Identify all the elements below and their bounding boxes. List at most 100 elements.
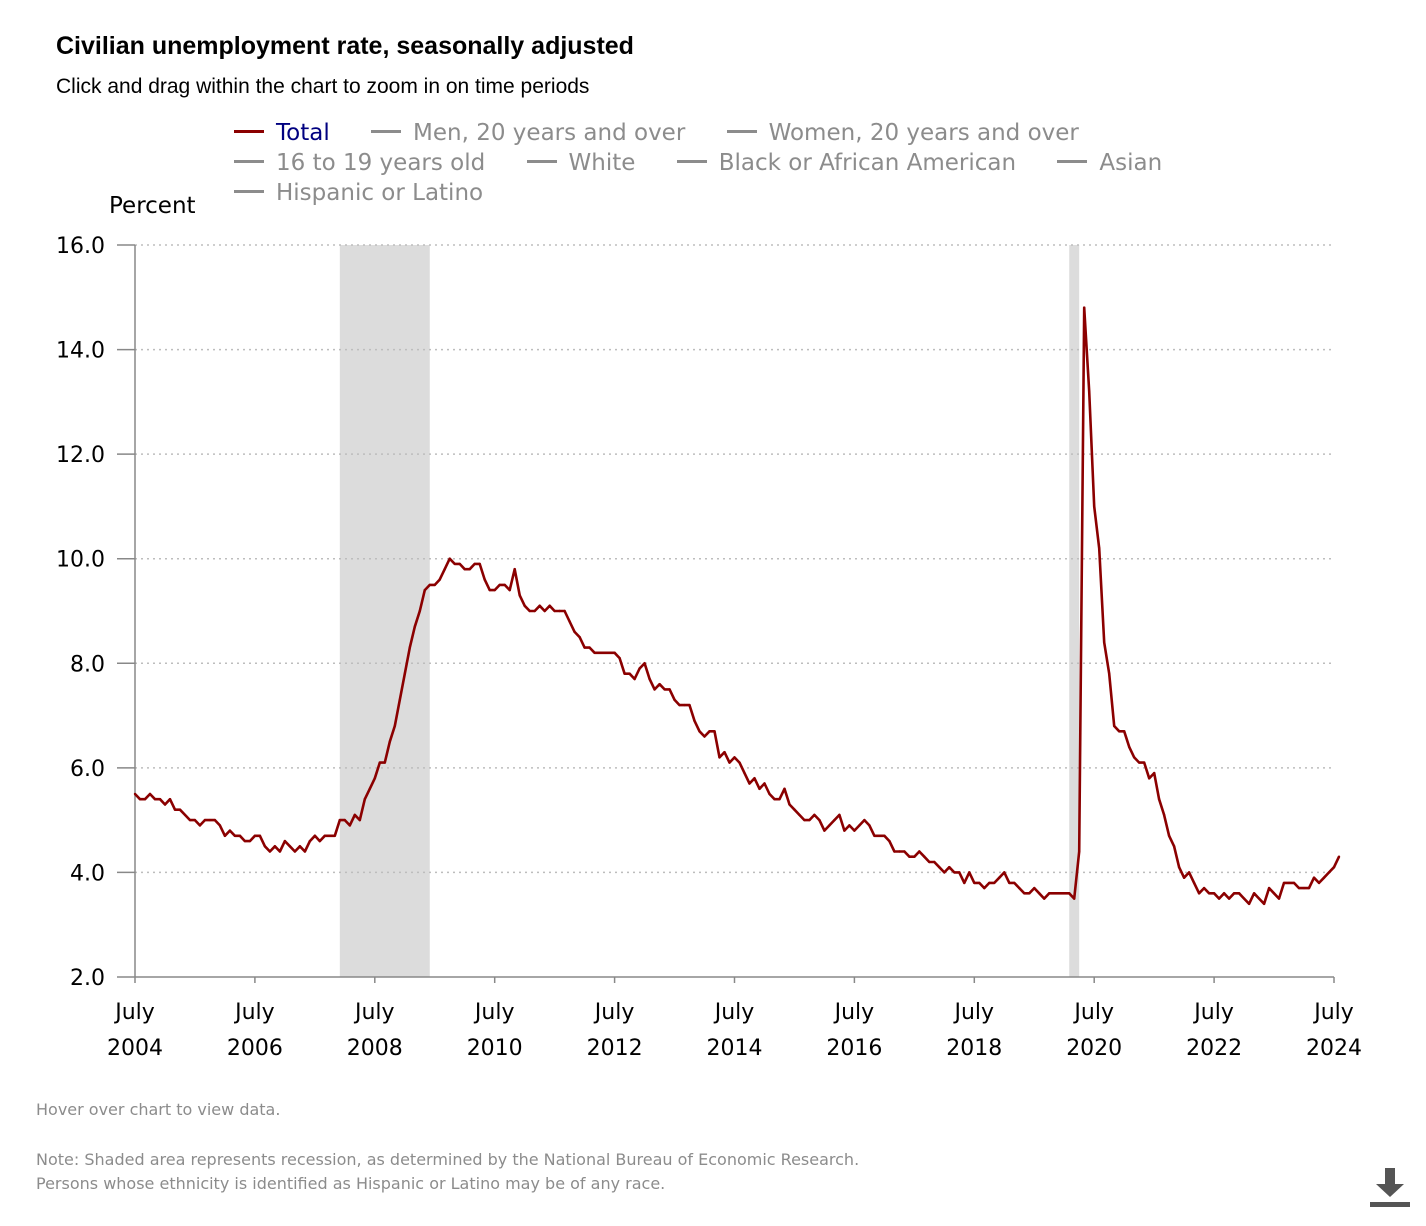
data-point (423, 588, 426, 592)
data-point (783, 787, 786, 790)
data-point (953, 871, 956, 874)
legend-swatch (1057, 160, 1088, 163)
data-point (193, 818, 197, 822)
x-tick-label: July (473, 1000, 515, 1025)
data-point (1227, 897, 1231, 900)
data-point (758, 787, 761, 790)
data-point (408, 646, 411, 649)
data-point (178, 808, 182, 811)
data-point (258, 834, 262, 837)
data-point (973, 881, 976, 885)
data-point (763, 782, 766, 785)
data-point (1192, 881, 1196, 885)
y-tick-label: 14.0 (56, 339, 105, 364)
recession-band (339, 245, 430, 977)
data-point (593, 651, 596, 654)
x-tick-label: 2012 (587, 1036, 643, 1061)
data-point (1307, 886, 1311, 890)
data-point (1332, 866, 1336, 869)
data-point (653, 688, 656, 691)
x-tick-label: 2020 (1066, 1036, 1122, 1061)
data-point (153, 798, 157, 801)
x-tick-label: July (233, 1000, 275, 1025)
data-point (223, 834, 227, 837)
data-point (683, 703, 686, 707)
data-point (798, 813, 801, 817)
data-point (378, 761, 381, 764)
data-point (928, 860, 931, 864)
data-point (723, 751, 726, 754)
data-point (1123, 730, 1126, 733)
data-point (1242, 897, 1246, 900)
data-point (733, 756, 736, 759)
data-point (228, 829, 232, 832)
data-point (573, 630, 576, 634)
data-point (618, 656, 621, 660)
legend-item-total[interactable]: Total (234, 118, 330, 148)
data-point (438, 578, 441, 581)
data-point (248, 839, 252, 843)
legend-item-black[interactable]: Black or African American (676, 148, 1017, 178)
y-tick-label: 4.0 (70, 861, 105, 886)
data-point (753, 777, 756, 780)
legend-swatch (371, 130, 402, 133)
data-point (543, 609, 546, 613)
data-point (1302, 886, 1306, 890)
data-point (1167, 834, 1171, 837)
hover-note: Hover over chart to view data. (36, 1100, 281, 1119)
data-point (713, 730, 716, 733)
data-point (658, 683, 661, 686)
data-point (883, 834, 886, 837)
data-point (198, 824, 202, 827)
data-point (678, 703, 681, 707)
footnote-line: Persons whose ethnicity is identified as… (36, 1174, 666, 1193)
data-point (643, 662, 646, 665)
download-icon[interactable] (1368, 1164, 1412, 1208)
chart-title: Civilian unemployment rate, seasonally a… (56, 32, 634, 60)
data-point (1157, 798, 1161, 801)
data-point (963, 881, 966, 885)
data-point (608, 651, 611, 654)
legend-item-men-20-over[interactable]: Men, 20 years and over (371, 118, 685, 148)
data-point (808, 818, 811, 822)
legend-item-asian[interactable]: Asian (1057, 148, 1162, 178)
data-point (373, 777, 376, 780)
x-tick-label: July (353, 1000, 395, 1025)
data-point (868, 824, 871, 827)
data-point (233, 834, 237, 837)
legend-swatch (526, 160, 557, 163)
data-point (1182, 876, 1186, 879)
data-point (938, 866, 941, 869)
legend-item-hispanic[interactable]: Hispanic or Latino (234, 178, 483, 208)
data-point (238, 834, 242, 837)
x-tick-label: 2024 (1306, 1036, 1362, 1061)
data-point (688, 703, 691, 707)
data-point (548, 604, 551, 607)
y-tick-label: 6.0 (70, 757, 105, 782)
data-point (513, 568, 516, 571)
data-point (903, 850, 906, 853)
data-point (188, 818, 192, 822)
legend-label: Asian (1099, 150, 1163, 176)
chart-plot-area[interactable]: 2.0 4.0 6.0 8.0 10.0 12.0 14.0 16.0 July 2004 July… (0, 0, 1426, 1080)
data-point (503, 583, 506, 587)
legend-item-white[interactable]: White (526, 148, 635, 178)
legend-item-women-20-over[interactable]: Women, 20 years and over (726, 118, 1079, 148)
data-point (738, 761, 741, 764)
data-point (978, 881, 981, 885)
y-tick-label: 16.0 (56, 234, 105, 259)
data-point (1297, 886, 1301, 890)
data-point (598, 651, 601, 654)
data-point (1023, 892, 1026, 895)
data-point (1048, 892, 1051, 895)
data-point (863, 818, 866, 822)
data-point (403, 672, 406, 675)
data-point (1073, 897, 1076, 900)
data-point (743, 771, 746, 775)
data-point (168, 798, 172, 801)
data-point (583, 646, 586, 649)
legend-item-16-to-19[interactable]: 16 to 19 years old (234, 148, 485, 178)
legend-swatch (726, 130, 757, 133)
data-point (1197, 892, 1201, 895)
legend-label: Black or African American (718, 150, 1017, 176)
